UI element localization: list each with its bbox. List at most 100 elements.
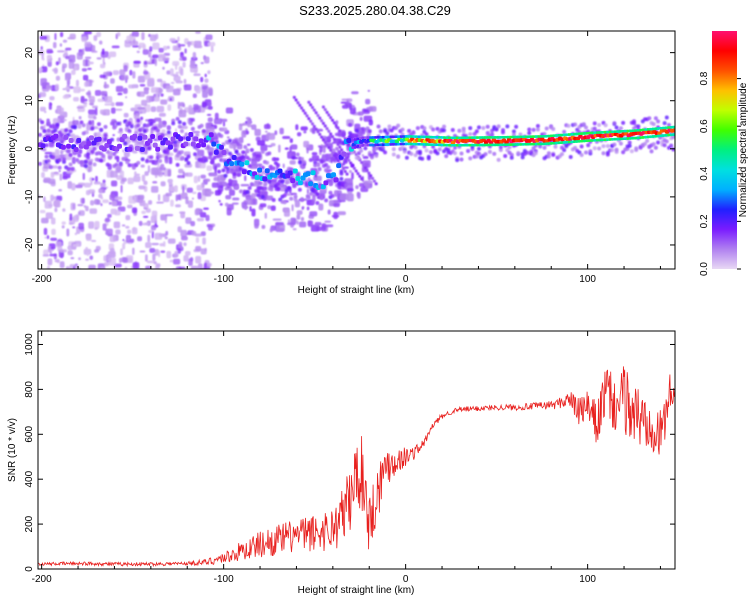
spectrogram-cell [588,131,593,135]
spectrogram-cell [175,116,180,121]
spectrogram-cell [40,125,45,130]
spectrogram-cell [186,187,193,193]
spectrogram-cell [596,138,601,142]
spectrogram-cell [321,105,325,109]
spectrogram-cell [72,244,80,247]
spectrogram-cell [389,135,395,139]
spectrogram-cell [155,92,159,99]
spectrogram-cell [481,126,486,131]
spectrogram-cell [54,199,61,208]
spectrogram-cell [545,134,550,138]
spectrogram-cell [586,143,591,148]
spectrogram-cell [262,182,267,187]
spectrogram-cell [579,152,584,157]
spectrogram-cell [171,118,176,123]
spectrogram-cell [244,152,248,158]
snr-xtick-label: -200 [32,574,52,585]
spectrogram-cell [481,143,486,147]
spectrogram-cell [272,218,282,221]
spectrogram-cell [185,196,189,205]
spectrogram-cell [662,143,667,148]
spectrogram-cell [321,121,325,125]
spectrogram-cell [208,101,212,106]
spectrogram-cell [664,126,670,129]
spectrogram-cell [310,170,316,176]
spectrogram-cell [323,124,327,128]
spectrogram-cell [46,48,53,54]
spectrogram-cell [542,142,548,146]
spectrogram-cell [55,83,60,91]
spectrogram-cell [396,154,401,159]
spectrogram-cell [618,130,624,133]
spectrogram-cell [198,138,204,144]
spectrogram-cell [639,128,644,132]
spectrogram-cell [78,210,85,216]
spectrogram-frame [37,30,676,270]
spectrogram-cell [155,264,160,269]
spectrogram-cell [164,159,169,164]
spectrogram-cell [96,31,102,38]
spectrogram-cell [55,61,59,66]
spectrogram-cell [501,128,506,133]
spectrogram-cell [140,164,145,168]
spectrogram-cell [62,95,70,99]
spectrogram-cell [659,134,665,137]
spectrogram-cell [427,135,433,139]
spectrogram-cell [80,95,85,104]
spectrogram-cell [139,250,146,253]
spectrogram-cell [115,102,124,107]
spectrogram-cell [672,128,675,133]
spectrogram-cell [354,134,359,138]
spectrogram-cell [126,35,133,42]
spectrogram-cell [156,105,165,113]
spectrogram-cell [340,148,344,152]
spectrogram-cell [117,206,126,212]
spectrogram-track [38,125,675,190]
spectrogram-cell [282,163,285,169]
spectrogram-cell [192,93,197,98]
spectrogram-cell [169,38,176,43]
spectrogram-cell [135,173,141,176]
spectrogram-cell [311,106,314,110]
spectrogram-cell [496,143,502,147]
spectrogram-cell [59,140,64,145]
spectrogram-cell [384,135,390,139]
spectrogram-cell [358,174,362,178]
spectrogram-cell [91,177,95,181]
spectrogram-cell [435,151,440,156]
spectrogram-cell [598,138,604,142]
spectrogram-cell [160,250,166,253]
spectrogram-cell [182,185,185,193]
spectrogram-cell [418,151,423,156]
spectrogram-cell [319,196,324,201]
spectrogram-cell [332,121,336,125]
spectrogram-cell [159,144,165,151]
spectrogram-cell [361,136,367,140]
spectrogram-cell [44,143,49,148]
snr-ytick-label: 800 [24,381,35,398]
spectrogram-cell [254,189,259,194]
spectrogram-cell [534,135,540,138]
spectrogram-cell [461,129,466,134]
spectrogram-cell [149,46,153,52]
spectrogram-cell [137,194,145,200]
spectrogram-cell [306,206,310,211]
spectrogram-cell [662,126,667,130]
spectrogram-cell [252,183,260,187]
spectrogram-cell [226,207,232,216]
spectrogram-cell [565,140,570,144]
spectrogram-cell [247,157,252,162]
spectrogram-cell [241,155,246,160]
spectrogram-cell [522,135,527,139]
spectrogram-cell [104,142,110,148]
spectrogram-cell [333,211,338,220]
spectrogram-cell [40,120,45,125]
spectrogram-cell [225,107,234,114]
spectrogram-cell [601,151,606,156]
spectrogram-cell [61,221,66,225]
spectrogram-cell [218,144,224,150]
spectrogram-cell [72,120,80,126]
spectrogram-cell [65,266,70,269]
spectrogram-cell [83,103,88,108]
